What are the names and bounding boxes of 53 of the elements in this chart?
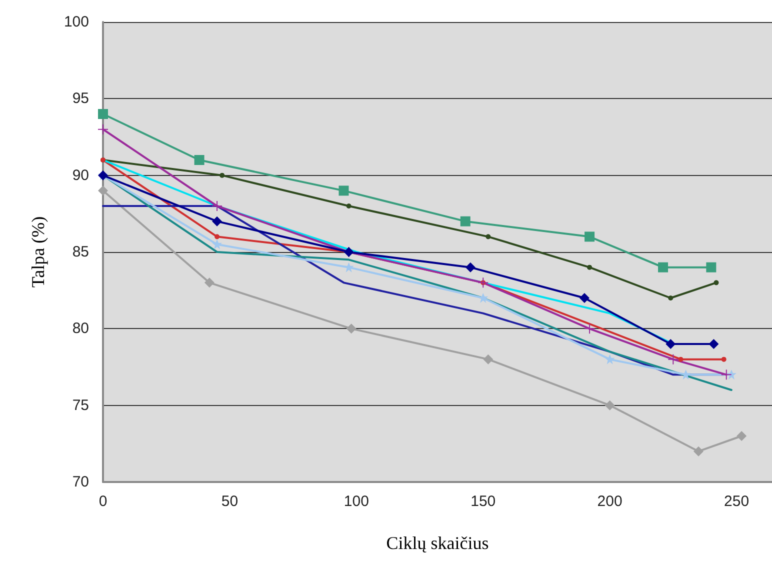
point bbox=[736, 431, 747, 441]
y-tick-label: 95 bbox=[72, 90, 89, 108]
point bbox=[486, 234, 491, 240]
point bbox=[204, 278, 214, 288]
point bbox=[604, 400, 615, 410]
y-tick-label: 100 bbox=[64, 14, 89, 30]
point bbox=[212, 239, 222, 250]
point bbox=[721, 370, 732, 380]
point bbox=[338, 186, 349, 196]
point bbox=[98, 124, 108, 134]
point bbox=[220, 172, 225, 178]
y-axis-title: Talpa (%) bbox=[28, 216, 48, 288]
y-tick-label: 80 bbox=[72, 320, 89, 338]
x-tick-label: 200 bbox=[597, 493, 622, 510]
point bbox=[666, 339, 676, 349]
x-axis-title: Ciklų skaičius bbox=[386, 533, 489, 553]
point bbox=[658, 262, 668, 272]
point bbox=[214, 234, 220, 240]
point bbox=[483, 354, 494, 364]
y-tick-label: 75 bbox=[72, 396, 89, 414]
point bbox=[194, 155, 204, 165]
point bbox=[708, 339, 719, 349]
point bbox=[465, 262, 476, 272]
point bbox=[344, 262, 354, 272]
y-tick-label: 70 bbox=[72, 474, 89, 490]
y-tick-label: 85 bbox=[72, 244, 89, 260]
x-tick-label: 100 bbox=[344, 493, 369, 510]
x-tick-label: 250 bbox=[724, 493, 750, 510]
x-tick-label: 0 bbox=[98, 493, 108, 510]
y-tick-label: 90 bbox=[72, 166, 89, 184]
point bbox=[584, 232, 595, 242]
point bbox=[726, 370, 736, 380]
point bbox=[98, 186, 108, 196]
point bbox=[694, 446, 704, 456]
point bbox=[721, 356, 726, 362]
point bbox=[212, 201, 222, 211]
x-tick-label: 150 bbox=[470, 493, 496, 510]
point bbox=[706, 262, 716, 272]
point bbox=[668, 354, 678, 364]
point bbox=[668, 296, 674, 300]
point bbox=[478, 278, 488, 288]
point bbox=[460, 216, 470, 226]
point bbox=[604, 354, 615, 364]
point bbox=[98, 109, 108, 119]
point bbox=[584, 324, 595, 334]
point bbox=[346, 204, 352, 208]
point bbox=[714, 280, 719, 286]
x-tick-label: 50 bbox=[221, 493, 238, 510]
point bbox=[346, 324, 356, 334]
point bbox=[579, 293, 590, 303]
point bbox=[212, 216, 222, 226]
point bbox=[587, 264, 592, 270]
point bbox=[678, 356, 684, 362]
